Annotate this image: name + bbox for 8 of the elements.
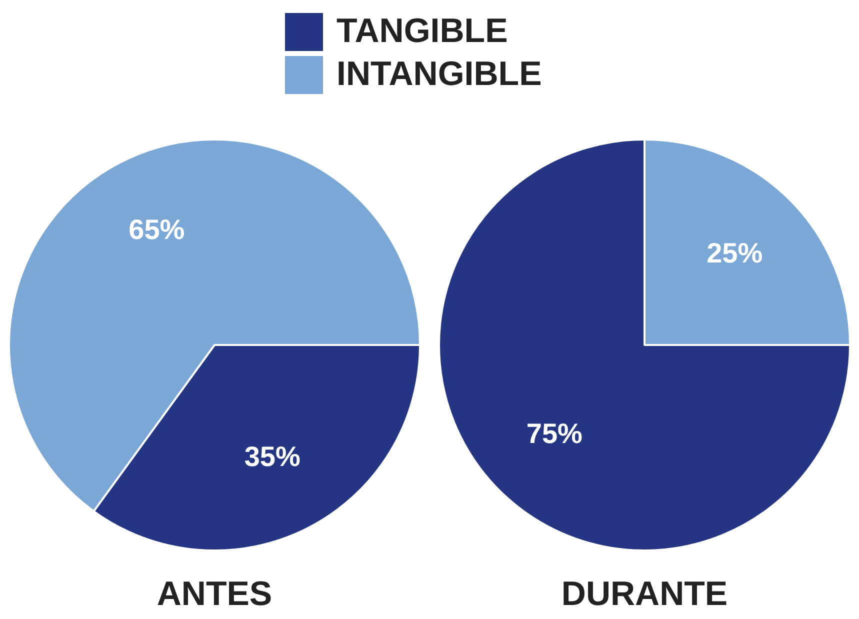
text: DURANTE <box>560 575 729 614</box>
data-label: 35% <box>244 441 300 472</box>
data-label: 65% <box>128 214 185 246</box>
legend-label: TANGIBLE <box>336 12 508 51</box>
text: ANTES <box>156 575 274 614</box>
legend-label: INTANGIBLE <box>336 55 542 94</box>
data-label: 75% <box>526 418 583 449</box>
data-label: 25% <box>706 238 763 269</box>
